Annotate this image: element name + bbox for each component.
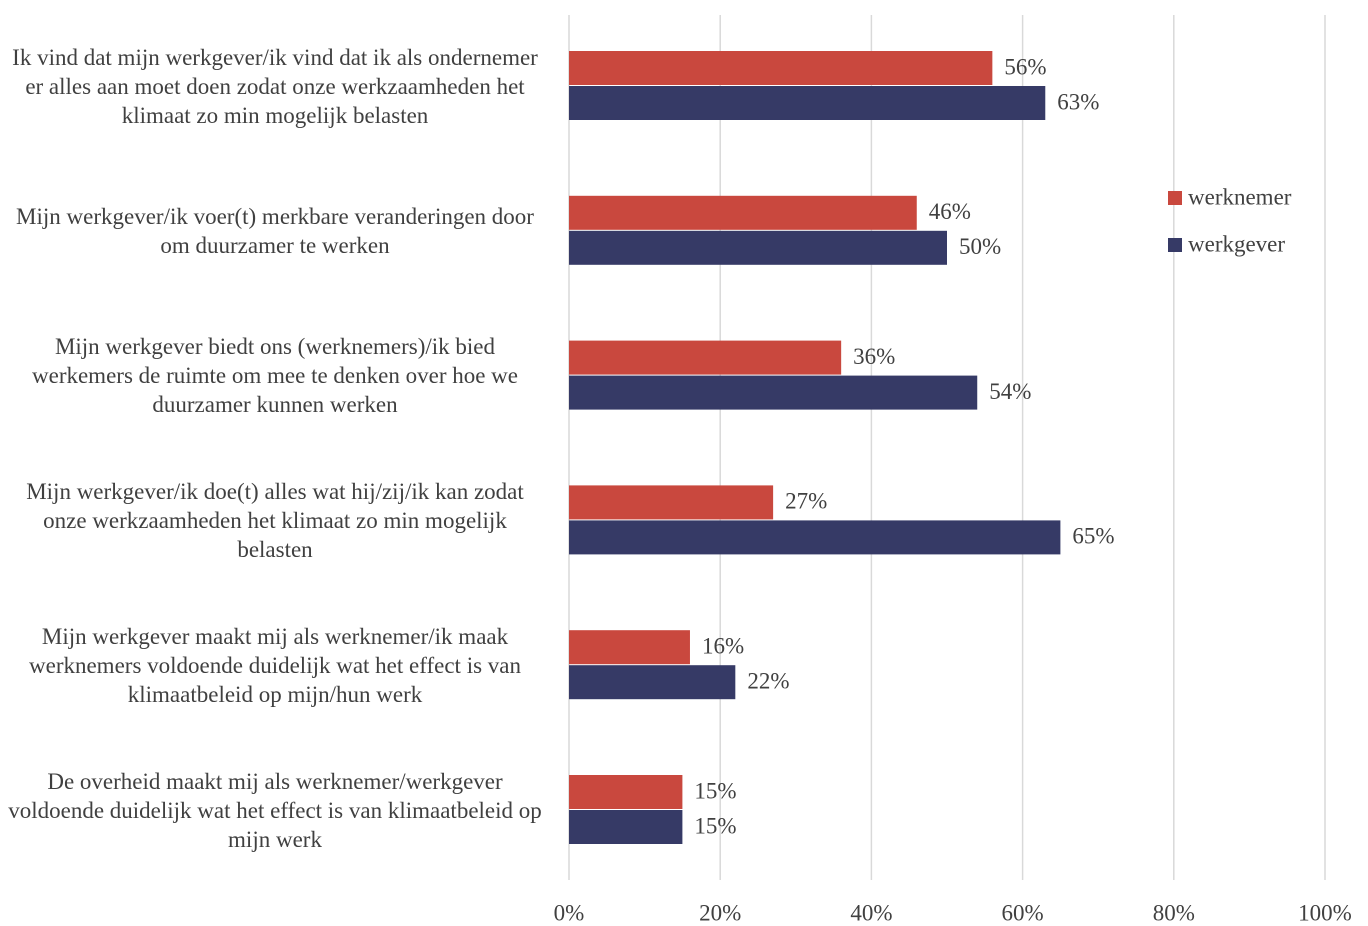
data-label: 50% xyxy=(959,234,1001,259)
x-tick-label: 20% xyxy=(699,900,741,925)
legend-label: werknemer xyxy=(1188,184,1292,209)
category-label: De overheid maakt mij als werknemer/werk… xyxy=(8,768,542,852)
bar xyxy=(569,630,690,665)
x-tick-label: 100% xyxy=(1298,900,1352,925)
category-label: Mijn werkgever/ik doe(t) alles wat hij/z… xyxy=(26,478,524,562)
bar xyxy=(569,665,736,700)
bar xyxy=(569,810,683,844)
data-label: 15% xyxy=(694,778,736,803)
legend-swatch xyxy=(1168,191,1182,205)
data-label: 22% xyxy=(747,668,789,693)
bar xyxy=(569,86,1046,120)
bar xyxy=(569,195,917,230)
category-label: Mijn werkgever maakt mij als werknemer/i… xyxy=(29,623,521,707)
x-tick-label: 0% xyxy=(554,900,585,925)
bar xyxy=(569,775,683,809)
data-label: 16% xyxy=(702,633,744,658)
category-label: Mijn werkgever biedt ons (werknemers)/ik… xyxy=(32,334,518,418)
bar xyxy=(569,230,947,265)
bar xyxy=(569,375,978,410)
legend-swatch xyxy=(1168,238,1182,252)
bar xyxy=(569,485,774,520)
data-label: 46% xyxy=(929,199,971,224)
data-label: 36% xyxy=(853,344,895,369)
x-tick-label: 40% xyxy=(850,900,892,925)
category-label: Ik vind dat mijn werkgever/ik vind dat i… xyxy=(12,44,538,128)
x-tick-label: 60% xyxy=(1002,900,1044,925)
x-tick-label: 80% xyxy=(1153,900,1195,925)
data-label: 65% xyxy=(1072,524,1114,549)
data-label: 15% xyxy=(694,813,736,838)
bar xyxy=(569,520,1061,555)
bar xyxy=(569,51,993,85)
category-label: Mijn werkgever/ik voer(t) merkbare veran… xyxy=(16,203,534,258)
data-label: 27% xyxy=(785,489,827,514)
data-label: 63% xyxy=(1057,89,1099,114)
legend-label: werkgever xyxy=(1188,231,1285,256)
data-label: 54% xyxy=(989,379,1031,404)
bar xyxy=(569,340,842,375)
data-label: 56% xyxy=(1004,54,1046,79)
